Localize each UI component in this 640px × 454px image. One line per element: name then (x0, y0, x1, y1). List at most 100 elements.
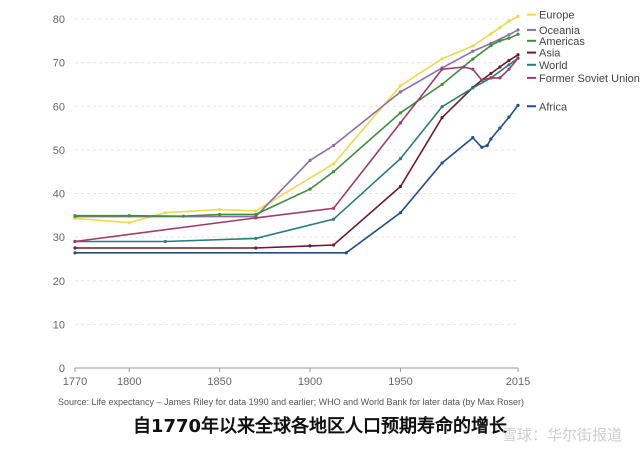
legend-label: Former Soviet Union (539, 73, 640, 85)
data-point (331, 217, 336, 221)
x-tick-label: 1900 (298, 376, 322, 388)
data-point (489, 137, 493, 141)
series-line (74, 15, 519, 224)
data-point (308, 158, 312, 162)
source-note: Source: Life expectancy – James Riley fo… (58, 397, 524, 407)
data-point (507, 19, 511, 23)
y-tick-label: 80 (53, 14, 65, 26)
data-point (181, 214, 186, 218)
x-tick-label: 1850 (207, 376, 231, 388)
series-line (75, 104, 519, 254)
data-point (507, 36, 511, 40)
data-point (331, 143, 336, 148)
data-point (73, 246, 77, 250)
data-point (498, 65, 502, 69)
data-point (73, 214, 77, 218)
data-point (308, 187, 312, 191)
data-point (516, 28, 520, 32)
series-line (75, 57, 519, 243)
data-point (471, 49, 475, 53)
legend-label: Europe (539, 10, 574, 22)
data-point (127, 221, 131, 225)
data-point (308, 244, 312, 248)
data-point (489, 32, 493, 36)
data-point (254, 212, 258, 217)
series-line (74, 57, 519, 243)
legend-label: World (539, 60, 568, 72)
data-point (471, 44, 475, 48)
data-point (344, 251, 348, 255)
data-point (498, 39, 502, 43)
data-point (440, 105, 444, 109)
chart-caption: 自1770年以来全球各地区人口预期寿命的增长 (132, 416, 508, 437)
data-point (440, 161, 444, 165)
axes: 0 10 20 30 40 50 60 70 80 1770 1800 1850 1900 1950 201… (53, 14, 530, 388)
data-point (507, 67, 511, 71)
data-point (440, 67, 444, 71)
legend-label: Oceania (539, 25, 581, 37)
series-africa (73, 103, 520, 255)
data-point (471, 136, 475, 140)
data-point (127, 214, 131, 218)
y-tick-label: 30 (53, 232, 65, 244)
data-point (498, 126, 502, 130)
y-tick-label: 0 (59, 363, 65, 375)
data-point (440, 115, 444, 120)
series-oceania (73, 28, 520, 219)
data-point (218, 208, 222, 212)
data-point (516, 56, 520, 60)
data-point (440, 57, 444, 61)
data-point (480, 78, 484, 82)
data-point (331, 206, 336, 210)
data-point (516, 14, 520, 18)
data-point (398, 84, 403, 88)
watermark: 雪球：华尔街报道 (501, 426, 622, 444)
data-point (480, 145, 484, 149)
data-point (462, 65, 466, 69)
data-point (485, 143, 489, 148)
data-point (254, 236, 258, 241)
x-tick-label: 1770 (63, 376, 87, 388)
data-point (73, 239, 77, 244)
series-lines (73, 14, 520, 255)
data-point (489, 71, 493, 76)
data-point (398, 121, 403, 125)
data-point (331, 243, 336, 247)
series-former-soviet-union (73, 56, 520, 244)
data-point (507, 63, 511, 67)
data-point (331, 170, 336, 174)
data-point (507, 115, 511, 119)
series-americas (73, 32, 520, 218)
data-point (498, 26, 502, 30)
data-point (218, 212, 222, 217)
data-point (254, 209, 258, 213)
data-point (471, 86, 475, 90)
legend-label: Americas (539, 36, 585, 48)
data-point (507, 58, 511, 63)
data-point (489, 76, 493, 80)
x-tick-label: 1800 (117, 376, 141, 388)
data-point (498, 76, 502, 80)
data-point (516, 32, 520, 36)
y-tick-label: 50 (53, 145, 65, 157)
data-point (254, 216, 258, 220)
series-europe (73, 14, 520, 225)
legend-label: Africa (539, 101, 568, 113)
data-point (516, 103, 520, 107)
data-point (163, 211, 168, 215)
series-line (75, 54, 519, 249)
data-point (331, 162, 336, 166)
grid-lines (75, 18, 518, 369)
x-tick-label: 1950 (388, 376, 412, 388)
data-point (163, 239, 168, 244)
data-point (398, 90, 403, 94)
y-tick-label: 20 (53, 276, 65, 288)
data-point (398, 111, 403, 115)
x-tick-label: 2015 (506, 376, 530, 388)
y-tick-label: 10 (53, 319, 65, 331)
legend-label: Asia (539, 48, 561, 60)
data-point (254, 246, 258, 250)
y-tick-label: 70 (53, 58, 65, 70)
